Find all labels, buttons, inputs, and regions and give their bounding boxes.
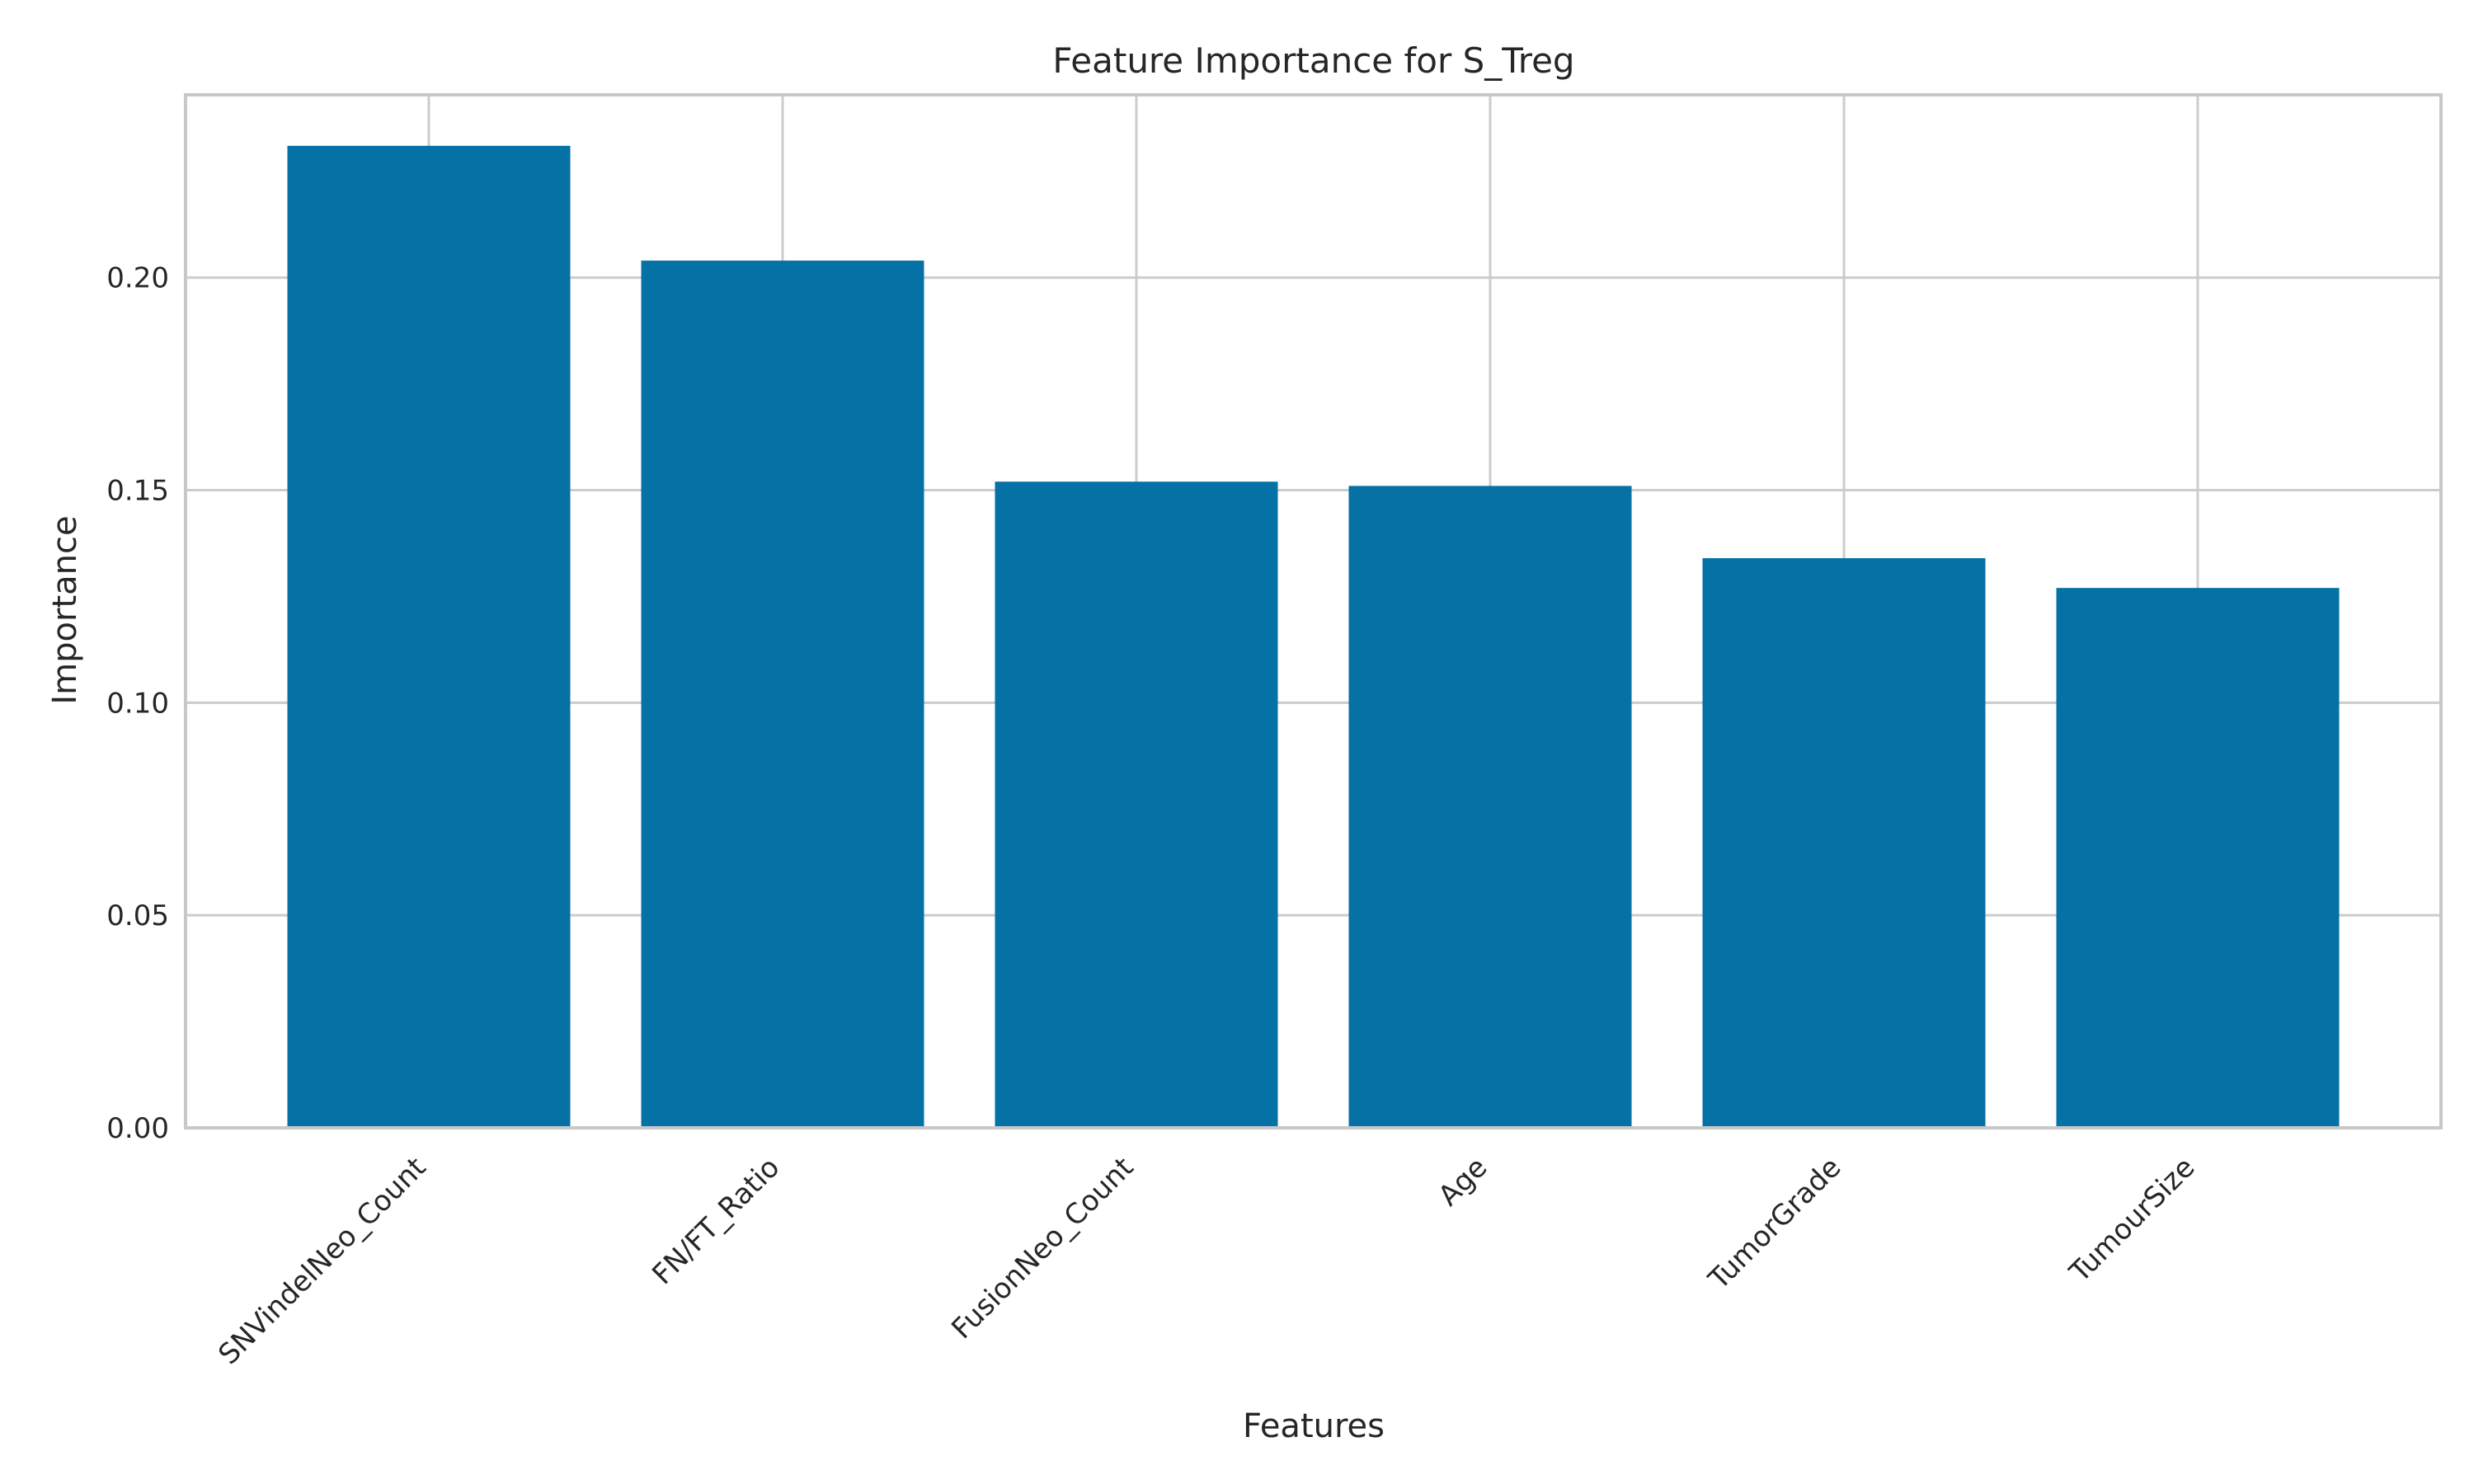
x-tick-label: FN/FT_Ratio bbox=[646, 1151, 786, 1291]
bar bbox=[995, 481, 1278, 1128]
bar bbox=[2056, 588, 2340, 1128]
bar bbox=[641, 261, 924, 1128]
y-axis-label: Importance bbox=[46, 515, 84, 704]
x-tick-label: TumorGrade bbox=[1702, 1151, 1848, 1297]
y-tick-label: 0.15 bbox=[106, 475, 169, 508]
x-tick-label: SNVindelNeo_Count bbox=[212, 1151, 432, 1371]
bar bbox=[287, 145, 571, 1128]
y-tick-label: 0.10 bbox=[106, 687, 169, 720]
x-tick-label: TumourSize bbox=[2062, 1151, 2201, 1289]
bars bbox=[287, 145, 2340, 1128]
x-axis-label: Features bbox=[1243, 1407, 1385, 1445]
y-tick-labels: 0.00 0.05 0.10 0.15 0.20 bbox=[106, 262, 169, 1145]
y-tick-label: 0.05 bbox=[106, 899, 169, 932]
plot-frame bbox=[184, 93, 2443, 1129]
x-tick-labels: SNVindelNeo_Count FN/FT_Ratio FusionNeo_Co… bbox=[212, 1151, 2201, 1371]
chart-title: Feature Importance for S_Treg bbox=[1052, 40, 1574, 81]
bar bbox=[1702, 558, 1986, 1128]
y-tick-label: 0.00 bbox=[106, 1112, 169, 1145]
y-tick-label: 0.20 bbox=[106, 262, 169, 295]
x-tick-label: Age bbox=[1432, 1151, 1494, 1213]
x-tick-label: FusionNeo_Count bbox=[945, 1151, 1140, 1345]
bar bbox=[1348, 486, 1632, 1128]
